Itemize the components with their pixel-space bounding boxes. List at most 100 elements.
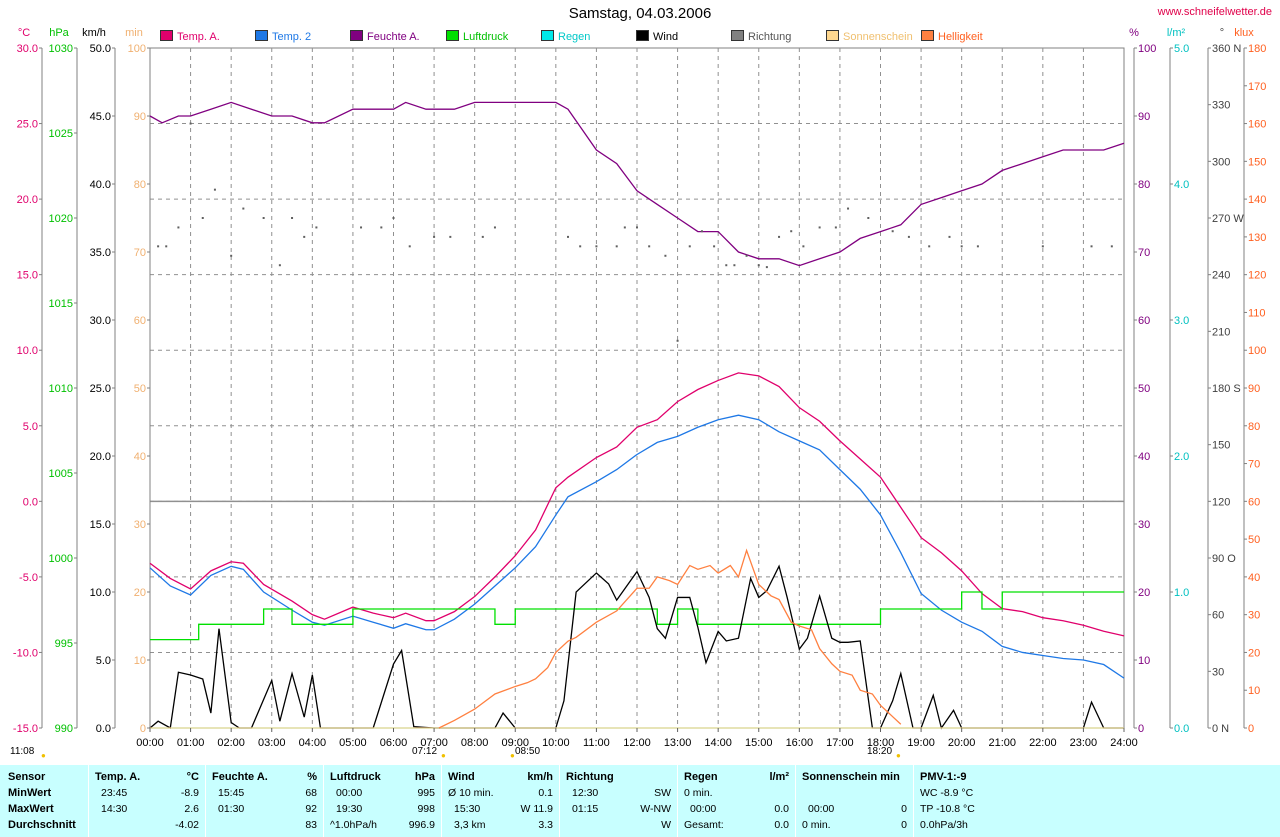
richtung-point [278, 264, 281, 267]
x-tick-label: 17:00 [826, 737, 854, 749]
richtung-point [408, 245, 411, 248]
legend-swatch [255, 30, 268, 41]
richtung-point [757, 264, 760, 267]
light-tick-label: 170 [1248, 81, 1266, 93]
richtung-point [1041, 245, 1044, 248]
press-tick-label: 1020 [49, 213, 73, 225]
x-tick-label: 07:00 [420, 737, 448, 749]
richtung-point [867, 217, 870, 219]
richtung-point [725, 264, 728, 267]
legend-swatch [160, 30, 173, 41]
wind-tick-label: 40.0 [90, 179, 111, 191]
hum-tick-label: 10 [1138, 655, 1150, 667]
stats-time: 01:15 [572, 803, 599, 815]
stats-value: 92 [305, 803, 317, 815]
stats-time: 0 min. [684, 787, 713, 799]
stats-unit: °C [186, 771, 199, 783]
light-tick-label: 80 [1248, 421, 1260, 433]
rain-axis-unit: l/m² [1167, 27, 1186, 39]
light-tick-label: 90 [1248, 383, 1260, 395]
series-wind-line [149, 564, 1124, 730]
wind-tick-label: 30.0 [90, 315, 111, 327]
richtung-point [928, 245, 931, 248]
legend-temp-2: Temp. 2 [255, 30, 311, 43]
light-tick-label: 20 [1248, 647, 1260, 659]
dir-tick-label: 270 W [1212, 213, 1244, 225]
sun-tick-label: 30 [134, 519, 146, 531]
series-wind [149, 564, 1124, 730]
stats-value: 3.3 [538, 819, 553, 831]
temp-tick-label: 30.0 [17, 43, 38, 55]
stats-unit: % [307, 771, 317, 783]
stats-header: Sonnenschein min [802, 771, 900, 783]
richtung-point [493, 226, 496, 229]
stats-time: 12:30 [572, 787, 599, 799]
stats-header: Sensor [8, 771, 46, 783]
stats-col-temp: Temp. A. °C 23:45 -8.9 14:30 2.6 -4.02 [89, 765, 206, 837]
rain-tick-label: 0.0 [1174, 723, 1189, 735]
richtung-point [380, 226, 383, 229]
stats-col-dir: Richtung 12:30 SW 01:15 W-NW W [560, 765, 678, 837]
richtung-point [230, 254, 233, 257]
x-tick-label: 03:00 [258, 737, 286, 749]
dir-tick-label: 330 [1212, 100, 1230, 112]
stats-header: Feuchte A. [212, 771, 268, 783]
richtung-point [765, 266, 768, 269]
hum-tick-label: 0 [1138, 723, 1144, 735]
dir-tick-label: 300 [1212, 156, 1230, 168]
temp-tick-label: -15.0 [13, 723, 38, 735]
light-tick-label: 180 [1248, 43, 1266, 55]
x-tick-label: 05:00 [339, 737, 367, 749]
press-axis-unit: hPa [49, 27, 69, 39]
legend-richtung: Richtung [731, 30, 791, 43]
x-tick-label: 02:00 [217, 737, 245, 749]
stats-value: 2.6 [184, 803, 199, 815]
richtung-point [615, 245, 618, 248]
press-tick-label: 1025 [49, 128, 73, 140]
stats-col-sensor: Sensor MinWert MaxWert Durchschnitt [0, 765, 89, 837]
stats-time: 15:30 [454, 803, 481, 815]
richtung-point [213, 188, 216, 191]
richtung-point [579, 245, 582, 248]
legend-sonnenschein: Sonnenschein [826, 30, 913, 43]
legend-swatch [350, 30, 363, 41]
temp-tick-label: -10.0 [13, 647, 38, 659]
stats-value: 998 [417, 803, 435, 815]
dir-tick-label: 0 N [1212, 723, 1229, 735]
legend-wind: Wind [636, 30, 678, 43]
richtung-point [818, 226, 821, 229]
richtung-point [177, 226, 180, 229]
wind-tick-label: 20.0 [90, 451, 111, 463]
wind-tick-label: 0.0 [96, 723, 111, 735]
dir-tick-label: 360 N [1212, 43, 1241, 55]
sun-tick-label: 10 [134, 655, 146, 667]
wind-tick-label: 5.0 [96, 655, 111, 667]
dir-tick-label: 60 [1212, 610, 1224, 622]
press-tick-label: 1015 [49, 298, 73, 310]
stats-time: 3,3 km [454, 819, 486, 831]
temp-tick-label: 20.0 [17, 194, 38, 206]
site-url[interactable]: www.schneifelwetter.de [1157, 6, 1272, 18]
legend-regen: Regen [541, 30, 590, 43]
richtung-point [315, 226, 318, 229]
stats-col-press: Luftdruck hPa 00:00 995 19:30 998 ^1.0hPa/h… [324, 765, 442, 837]
x-tick-label: 06:00 [380, 737, 408, 749]
light-tick-label: 160 [1248, 119, 1266, 131]
stats-col-wind: Wind km/h Ø 10 min. 0.1 15:30 W 11.9 3,3 km… [442, 765, 560, 837]
x-tick-label: 23:00 [1070, 737, 1098, 749]
richtung-point [834, 226, 837, 229]
stats-value: TP -10.8 °C [920, 803, 975, 815]
stats-unit: hPa [414, 771, 435, 783]
hum-tick-label: 50 [1138, 383, 1150, 395]
stats-unit: l/m² [769, 771, 789, 783]
richtung-point [713, 245, 716, 248]
temp-tick-label: -5.0 [19, 572, 38, 584]
sun-tick-label: 90 [134, 111, 146, 123]
x-tick-label: 19:00 [907, 737, 935, 749]
stats-unit: km/h [527, 771, 553, 783]
richtung-point [891, 230, 894, 233]
stats-time: 23:45 [101, 787, 128, 799]
richtung-point [201, 217, 204, 219]
stats-col-pmv: PMV-1:-9 WC -8.9 °C TP -10.8 °C 0.0hPa/3… [914, 765, 1014, 837]
hum-tick-label: 40 [1138, 451, 1150, 463]
